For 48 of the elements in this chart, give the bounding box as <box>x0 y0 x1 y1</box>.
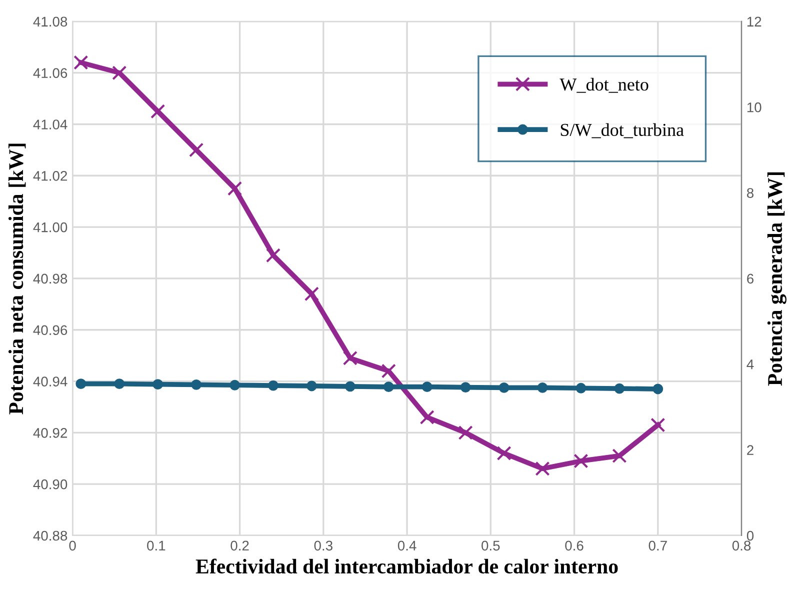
x-tick-label: 0.6 <box>565 540 584 551</box>
point <box>112 66 127 80</box>
y2-axis-title: Potencia generada [kW] <box>767 172 786 386</box>
y-tick-label: 40.98 <box>33 274 68 284</box>
y-tick-label: 41.02 <box>33 170 67 181</box>
y2-tick-label: 10 <box>747 102 762 112</box>
y2-tick-label: 4 <box>746 360 754 370</box>
point <box>535 461 550 476</box>
x-tick-label: 0.5 <box>482 540 500 551</box>
x-tick-label: 0.3 <box>314 540 332 551</box>
y2-tick-label: 2 <box>747 445 754 455</box>
point <box>496 446 512 461</box>
point <box>574 454 588 468</box>
y-tick-label: 40.94 <box>33 376 68 386</box>
x-tick-label: 0.4 <box>398 540 416 551</box>
x-axis-title: Efectividad del intercambiador de calor interno <box>196 558 618 574</box>
y2-tick-label: 0 <box>746 530 754 541</box>
point <box>227 181 242 196</box>
y2-tick-label: 8 <box>746 188 754 198</box>
point <box>150 104 166 119</box>
x-tick-label: 0.8 <box>732 540 751 551</box>
point <box>612 448 627 464</box>
y-tick-label: 41.04 <box>33 120 68 130</box>
y2-tick-label: 6 <box>747 274 754 284</box>
point <box>650 418 666 432</box>
x-tick-label: 0 <box>69 540 76 551</box>
point <box>458 425 473 440</box>
y-tick-label: 40.96 <box>33 325 68 336</box>
point <box>381 364 396 378</box>
point <box>304 286 319 302</box>
y-tick-label: 40.88 <box>33 530 68 541</box>
y2-tick-label: 12 <box>747 16 762 26</box>
y-tick-label: 40.90 <box>33 479 68 490</box>
x-tick-label: 0.2 <box>230 540 249 551</box>
x-tick-label: 0.7 <box>648 540 667 551</box>
y-tick-label: 41.00 <box>33 222 68 232</box>
x-tick-label: 0.1 <box>147 540 166 551</box>
y-axis-title: Potencia neta consumida [kW] <box>8 144 26 414</box>
legend-label: W_dot_neto <box>560 78 648 93</box>
point <box>74 55 88 70</box>
point <box>266 248 281 263</box>
y-tick-label: 41.08 <box>33 16 68 27</box>
legend-label: S/W_dot_turbina <box>560 123 684 138</box>
y-tick-label: 40.92 <box>33 428 67 438</box>
point <box>420 410 434 425</box>
point <box>342 350 358 366</box>
point <box>189 142 204 158</box>
y-tick-label: 41.06 <box>33 68 68 78</box>
